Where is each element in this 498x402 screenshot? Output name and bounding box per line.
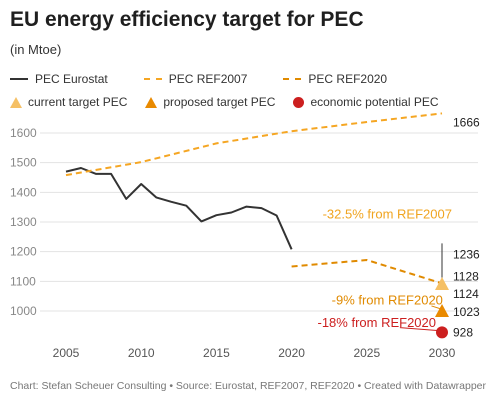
legend-item-current-target: current target PEC [10, 95, 127, 109]
legend-label: PEC REF2007 [168, 72, 248, 86]
y-tick-label: 1300 [10, 215, 37, 229]
label-layer: 1000 1100 1200 1300 1400 1500 1600 2005 2010 2015… [10, 115, 480, 360]
series-line-pec-ref2007 [65, 112, 443, 177]
marker-proposed-target-PEC [435, 304, 449, 317]
value-label: 1124 [453, 287, 479, 301]
y-tick-label: 1600 [10, 126, 37, 140]
legend-dashed-line-icon [283, 78, 302, 80]
legend-row-2: current target PEC proposed target PEC e… [10, 95, 457, 109]
chart-title: EU energy efficiency target for PEC [10, 8, 364, 31]
x-tick-label: 2005 [53, 346, 80, 360]
legend-item-pec-ref2020: PEC REF2020 [283, 72, 387, 86]
legend-row-1: PEC Eurostat PEC REF2007 PEC REF2020 [10, 72, 405, 86]
annotation-label: -18% from REF2020 [318, 315, 437, 330]
annotation-label: -32.5% from REF2007 [323, 206, 452, 221]
x-tick-label: 2030 [429, 346, 456, 360]
value-label: 1236 [453, 248, 480, 262]
y-tick-label: 1000 [10, 304, 37, 318]
y-tick-label: 1400 [10, 185, 37, 199]
value-label: 1666 [453, 115, 480, 129]
legend-label: proposed target PEC [163, 95, 276, 109]
dot-icon [293, 96, 305, 108]
series-line-pec-eurostat [65, 167, 293, 250]
x-tick-label: 2025 [353, 346, 380, 360]
leader-line-economic [399, 327, 443, 332]
legend-label: current target PEC [28, 95, 128, 109]
triangle-icon [145, 96, 158, 108]
legend-dashed-line-icon [143, 78, 162, 80]
legend-item-economic-potential: economic potential PEC [293, 95, 439, 109]
x-tick-label: 2020 [278, 346, 305, 360]
annotation-label: -9% from REF2020 [332, 293, 443, 308]
legend-item-pec-eurostat: PEC Eurostat [10, 72, 108, 86]
grid-layer [40, 132, 478, 332]
chart-subtitle: (in Mtoe) [10, 42, 62, 57]
x-tick-label: 2010 [128, 346, 155, 360]
x-tick-label: 2015 [203, 346, 230, 360]
chart-footer: Chart: Stefan Scheuer Consulting • Sourc… [10, 380, 487, 392]
legend-label: economic potential PEC [310, 95, 439, 109]
y-tick-label: 1200 [10, 245, 37, 259]
value-label: 928 [453, 325, 473, 339]
value-label: 1128 [453, 270, 479, 284]
y-tick-label: 1500 [10, 156, 37, 170]
series-line-pec-ref2020 [291, 259, 443, 285]
marker-economic-potential-PEC [436, 326, 448, 339]
legend-label: PEC Eurostat [35, 72, 108, 86]
legend-item-proposed-target: proposed target PEC [145, 95, 275, 109]
legend-item-pec-ref2007: PEC REF2007 [143, 72, 248, 86]
marker-current-target-PEC [435, 277, 449, 291]
marker-layer [435, 277, 449, 339]
legend-solid-line-icon [10, 78, 28, 80]
legend-label: PEC REF2020 [308, 72, 388, 86]
triangle-icon [10, 96, 22, 108]
y-tick-label: 1100 [10, 274, 36, 288]
value-label: 1023 [453, 305, 480, 319]
series-layer [65, 112, 443, 285]
